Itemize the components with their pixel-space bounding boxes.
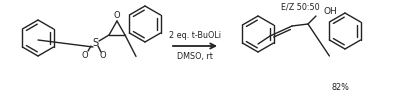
Text: OH: OH: [323, 7, 337, 15]
Text: O: O: [82, 50, 88, 60]
Text: E/Z 50:50: E/Z 50:50: [281, 2, 319, 12]
Text: O: O: [100, 51, 106, 60]
Text: S: S: [92, 38, 98, 48]
Text: 2 eq. t-BuOLi: 2 eq. t-BuOLi: [169, 31, 221, 39]
Text: 82%: 82%: [331, 84, 349, 93]
Text: DMSO, rt: DMSO, rt: [177, 53, 213, 62]
Text: O: O: [114, 12, 120, 21]
